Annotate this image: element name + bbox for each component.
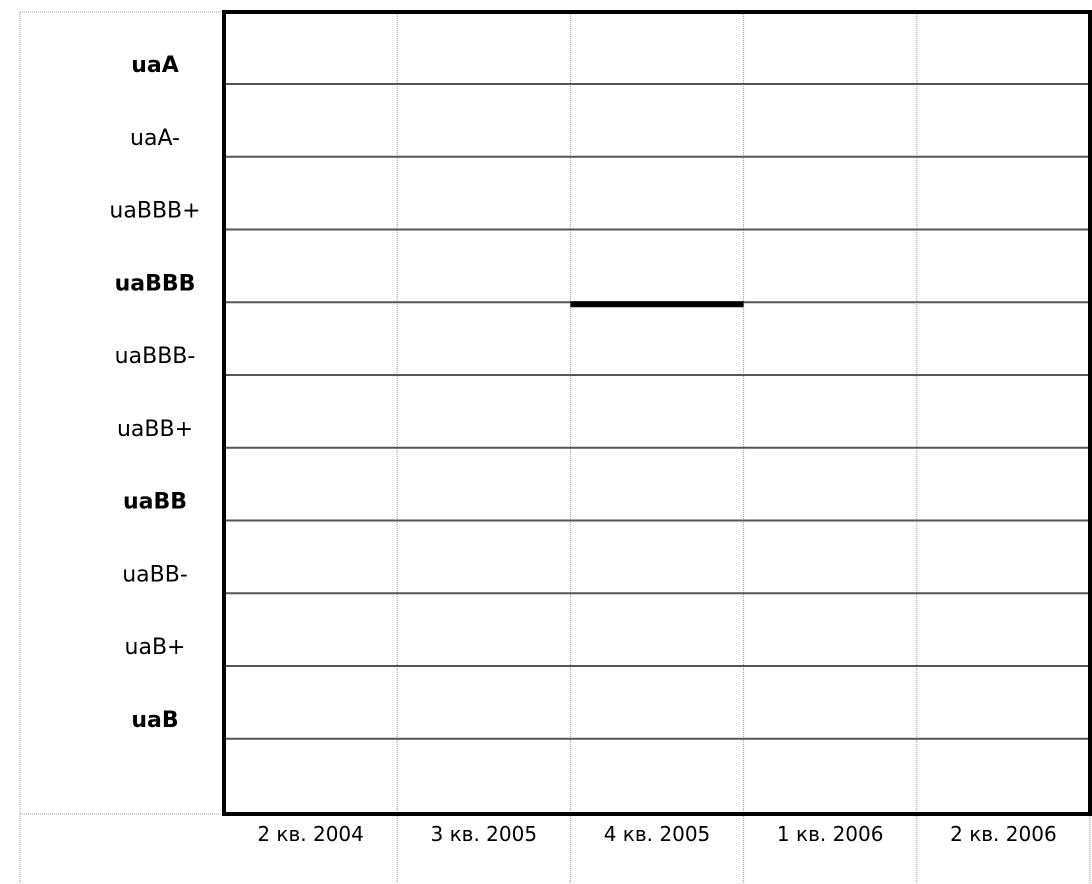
y-tick-label: uaBBB+ — [109, 199, 200, 224]
y-axis-labels: uaA uaA-uaBBB+ uaBBB uaBBB-uaBB+ uaBB uaBB-ua… — [109, 53, 200, 733]
table-gridlines — [19, 11, 1091, 884]
y-tick-label: uaA — [131, 53, 179, 78]
x-tick-label: 2 кв. 2004 — [257, 822, 364, 846]
y-tick-label: uaB+ — [125, 635, 186, 660]
x-tick-label: 2 кв. 2006 — [950, 822, 1057, 846]
rating-level-lines — [224, 83, 1090, 740]
plot-frame — [222, 10, 1092, 816]
x-tick-label: 4 кв. 2005 — [604, 822, 711, 846]
y-tick-label: uaBB — [123, 490, 187, 515]
y-tick-label: uaBBB — [115, 271, 196, 296]
x-tick-label: 1 кв. 2006 — [777, 822, 884, 846]
y-tick-label: uaBB- — [122, 562, 188, 587]
y-tick-label: uaA- — [130, 126, 180, 151]
y-tick-label: uaBB+ — [117, 417, 193, 442]
y-tick-label: uaBBB- — [115, 344, 196, 369]
y-tick-label: uaB — [131, 708, 178, 733]
x-axis-labels: 2 кв. 2004 3 кв. 2005 4 кв. 2005 1 кв. 2006… — [257, 822, 1056, 846]
x-tick-label: 3 кв. 2005 — [431, 822, 538, 846]
